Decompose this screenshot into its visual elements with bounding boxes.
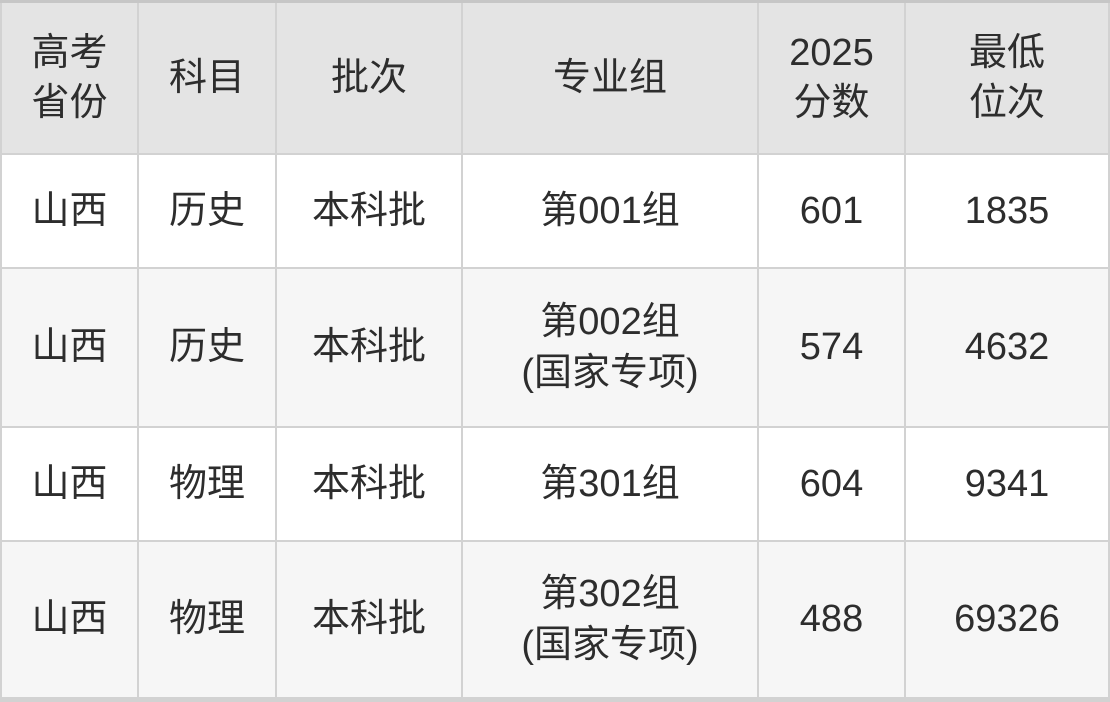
cell-row1-score: 601 — [759, 155, 904, 267]
cell-row4-subject: 物理 — [139, 542, 275, 697]
cell-row4-province: 山西 — [2, 542, 137, 697]
cell-row4-score: 488 — [759, 542, 904, 697]
cell-row3-rank: 9341 — [906, 428, 1108, 540]
cell-row2-major-group: 第002组 (国家专项) — [463, 269, 757, 426]
cell-row3-province: 山西 — [2, 428, 137, 540]
cell-row2-rank: 4632 — [906, 269, 1108, 426]
cell-row2-subject: 历史 — [139, 269, 275, 426]
header-cell-province: 高考 省份 — [2, 3, 137, 153]
cell-row1-subject: 历史 — [139, 155, 275, 267]
cell-row1-province: 山西 — [2, 155, 137, 267]
cell-row2-province: 山西 — [2, 269, 137, 426]
cell-row2-batch: 本科批 — [277, 269, 461, 426]
cell-row1-batch: 本科批 — [277, 155, 461, 267]
cell-row2-score: 574 — [759, 269, 904, 426]
cell-row1-major-group: 第001组 — [463, 155, 757, 267]
cell-row1-rank: 1835 — [906, 155, 1108, 267]
cell-row3-major-group: 第301组 — [463, 428, 757, 540]
cell-row3-score: 604 — [759, 428, 904, 540]
header-cell-lowest-rank: 最低 位次 — [906, 3, 1108, 153]
cell-row4-rank: 69326 — [906, 542, 1108, 697]
cell-row3-batch: 本科批 — [277, 428, 461, 540]
header-cell-subject: 科目 — [139, 3, 275, 153]
header-cell-batch: 批次 — [277, 3, 461, 153]
cell-row4-major-group: 第302组 (国家专项) — [463, 542, 757, 697]
cell-row3-subject: 物理 — [139, 428, 275, 540]
header-cell-major-group: 专业组 — [463, 3, 757, 153]
cell-row4-batch: 本科批 — [277, 542, 461, 697]
header-cell-score-2025: 2025 分数 — [759, 3, 904, 153]
